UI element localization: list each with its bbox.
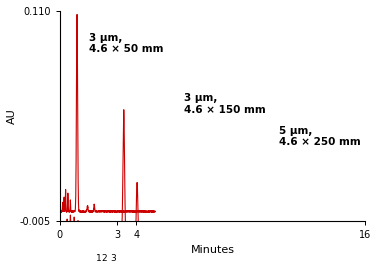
- Y-axis label: AU: AU: [7, 108, 17, 124]
- Text: 3 μm,
4.6 × 150 mm: 3 μm, 4.6 × 150 mm: [184, 93, 266, 114]
- Text: 3: 3: [110, 254, 116, 263]
- Text: 1: 1: [96, 254, 102, 263]
- Text: 5 μm,
4.6 × 250 mm: 5 μm, 4.6 × 250 mm: [279, 126, 361, 147]
- Text: 2: 2: [101, 254, 107, 263]
- X-axis label: Minutes: Minutes: [191, 245, 234, 255]
- Text: 3 μm,
4.6 × 50 mm: 3 μm, 4.6 × 50 mm: [90, 33, 164, 55]
